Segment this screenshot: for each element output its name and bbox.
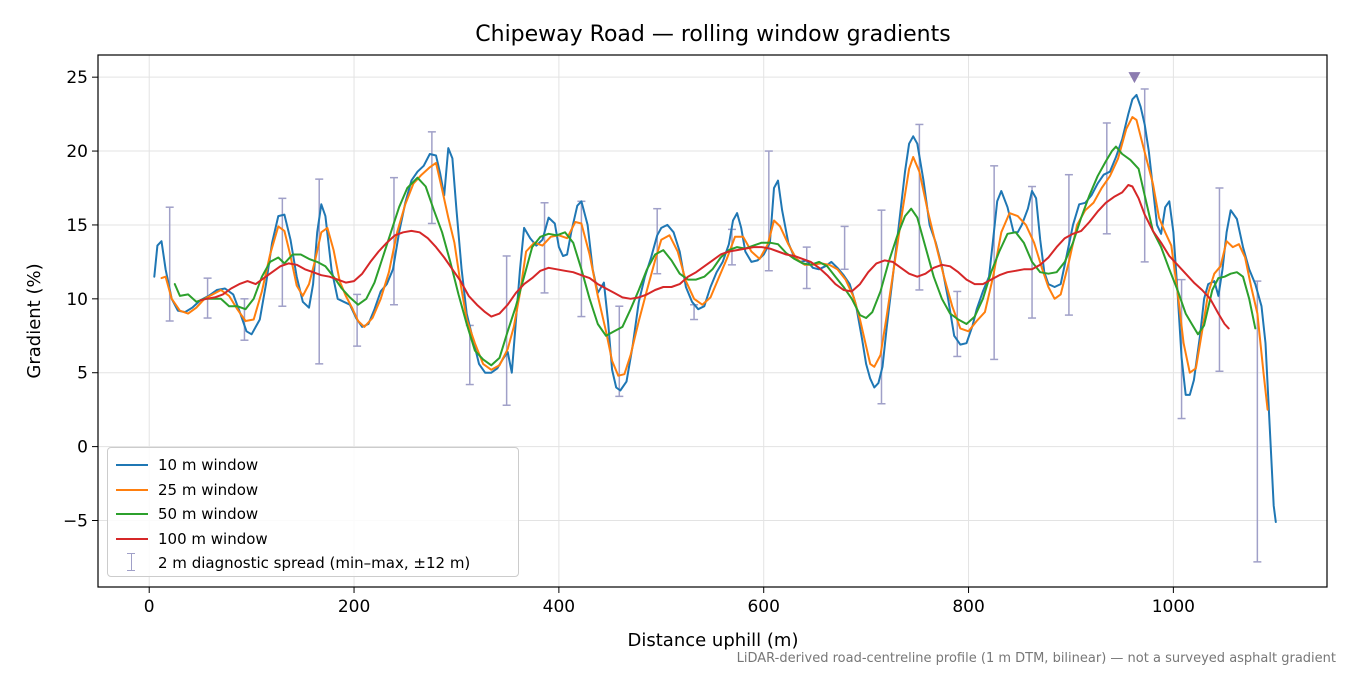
y-tick-label: −5: [63, 512, 88, 532]
x-tick-label: 600: [747, 597, 779, 617]
chart-title: Chipeway Road — rolling window gradients: [475, 22, 950, 47]
x-tick-label: 200: [338, 597, 370, 617]
x-axis-ticks: 0 200 400 600 800 1000: [144, 587, 1195, 617]
series-lines: [153, 93, 1277, 523]
x-tick-label: 0: [144, 597, 155, 617]
legend-label: 10 m window: [158, 456, 259, 475]
peak-marker-triangle: [1128, 72, 1141, 84]
legend-item: 100 m window: [112, 527, 518, 552]
x-tick-label: 1000: [1152, 597, 1195, 617]
chart-footnote: LiDAR-derived road-centreline profile (1…: [736, 651, 1336, 666]
y-tick-label: 15: [66, 216, 88, 236]
legend-label: 25 m window: [158, 480, 259, 499]
legend-swatch: [116, 513, 148, 516]
legend-errorbar-swatch: [127, 553, 135, 572]
legend-swatch: [116, 537, 148, 540]
series-line: [199, 184, 1230, 330]
legend-label: 50 m window: [158, 505, 259, 524]
y-axis-label: Gradient (%): [24, 263, 45, 378]
x-axis-label: Distance uphill (m): [628, 630, 799, 651]
legend-swatch: [116, 488, 148, 491]
x-tick-label: 800: [952, 597, 984, 617]
legend-item: 10 m window: [112, 453, 518, 478]
grid-lines: [98, 55, 1327, 587]
legend-label: 100 m window: [158, 529, 268, 548]
y-tick-label: 20: [66, 142, 88, 162]
plot-frame: [97, 54, 1328, 588]
peak-marker: [1128, 72, 1141, 84]
chart-legend: 10 m window 25 m window 50 m window 100 …: [107, 447, 519, 577]
legend-swatch: [116, 464, 148, 467]
y-tick-label: 5: [77, 364, 88, 384]
series-line: [173, 145, 1257, 367]
y-tick-label: 25: [66, 68, 88, 88]
series-line: [160, 116, 1269, 411]
legend-item: 50 m window: [112, 502, 518, 527]
y-axis-ticks: −5 0 5 10 15 20 25: [63, 68, 98, 532]
legend-label: 2 m diagnostic spread (min–max, ±12 m): [158, 554, 471, 573]
legend-item: 25 m window: [112, 478, 518, 503]
y-tick-label: 10: [66, 290, 88, 310]
x-tick-label: 400: [543, 597, 575, 617]
legend-item: 2 m diagnostic spread (min–max, ±12 m): [112, 551, 518, 576]
y-tick-label: 0: [77, 438, 88, 458]
